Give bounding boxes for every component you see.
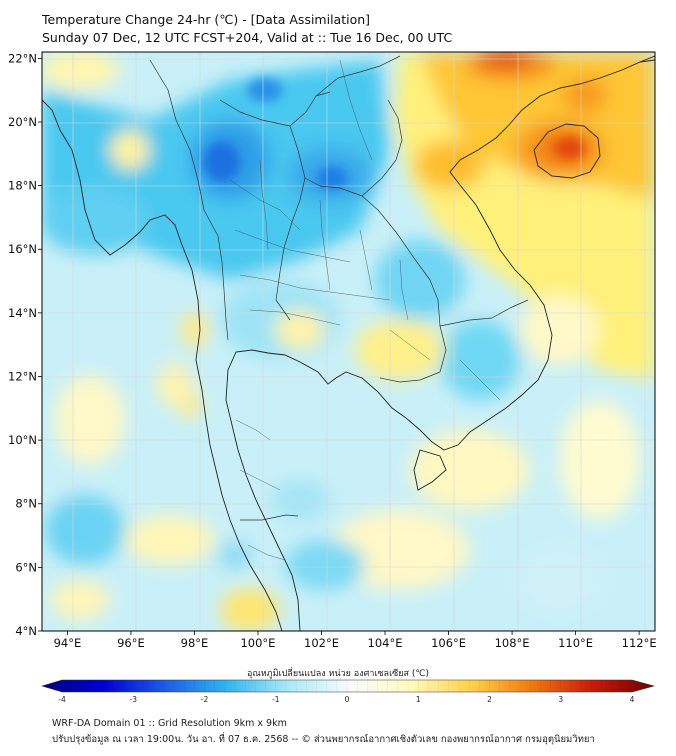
lon-label: 94°E — [54, 636, 82, 650]
latitude-labels: 22°N 20°N 18°N 16°N 14°N 12°N 10°N 8°N 6°N 4°N — [8, 51, 37, 638]
lon-label: 112°E — [622, 636, 657, 650]
footer-credit: ปรับปรุงข้อมูล ณ เวลา 19:00น. วัน อา. ที… — [52, 734, 595, 745]
lon-label: 106°E — [431, 636, 466, 650]
lat-label: 8°N — [15, 497, 37, 511]
colorbar-tick-label: 1 — [416, 695, 421, 704]
axis-ticks — [38, 57, 640, 635]
lat-label: 14°N — [8, 306, 37, 320]
colorbar-tick-label: 4 — [630, 695, 635, 704]
lon-label: 104°E — [368, 636, 403, 650]
chart-title: Temperature Change 24-hr (℃) - [Data Ass… — [42, 12, 371, 27]
colorbar-bar — [40, 679, 656, 693]
lat-label: 22°N — [8, 51, 37, 65]
colorbar-tick-label: -1 — [272, 695, 280, 704]
longitude-labels: 94°E 96°E 98°E 100°E 102°E 104°E 106°E 108°E 110… — [54, 636, 657, 650]
lat-label: 18°N — [8, 179, 37, 193]
temperature-field — [42, 52, 655, 631]
lon-label: 102°E — [304, 636, 339, 650]
graticule — [42, 52, 655, 631]
colorbar-tick-label: 0 — [345, 695, 350, 704]
colorbar-tick-label: 3 — [558, 695, 563, 704]
lat-label: 16°N — [8, 242, 37, 256]
colorbar-tick-label: -2 — [201, 695, 209, 704]
lat-label: 12°N — [8, 369, 37, 383]
lat-label: 10°N — [8, 433, 37, 447]
lon-label: 108°E — [495, 636, 530, 650]
plot-frame — [41, 51, 656, 632]
lat-label: 20°N — [8, 115, 37, 129]
colorbar-label: อุณหภูมิเปลี่ยนแปลง หน่วย องศาเซลเซียส (… — [246, 669, 430, 679]
coastlines — [42, 55, 655, 631]
colorbar-tick-label: -4 — [58, 695, 66, 704]
colorbar: -4 -3 -2 -1 0 1 2 3 4 — [40, 679, 656, 704]
lon-label: 100°E — [240, 636, 275, 650]
colorbar-tick-label: -3 — [130, 695, 138, 704]
footer-model-info: WRF-DA Domain 01 :: Grid Resolution 9km … — [52, 718, 287, 729]
country-borders — [149, 55, 529, 521]
colorbar-tick-label: 2 — [487, 695, 492, 704]
lon-label: 96°E — [117, 636, 145, 650]
lat-label: 6°N — [15, 560, 37, 574]
lon-label: 98°E — [181, 636, 209, 650]
lat-label: 4°N — [15, 624, 37, 638]
chart-subtitle: Sunday 07 Dec, 12 UTC FCST+204, Valid at… — [42, 30, 453, 45]
province-borders — [229, 59, 501, 561]
lon-label: 110°E — [558, 636, 593, 650]
